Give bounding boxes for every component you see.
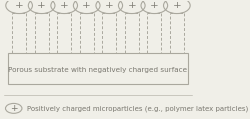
Text: +: +	[150, 1, 159, 10]
Text: +: +	[82, 1, 91, 10]
Text: +: +	[15, 1, 24, 10]
Text: +: +	[172, 1, 181, 10]
Text: +: +	[60, 1, 68, 10]
Text: Positively charged microparticles (e.g., polymer latex particles): Positively charged microparticles (e.g.,…	[27, 105, 248, 112]
Text: +: +	[10, 104, 18, 113]
Text: +: +	[37, 1, 46, 10]
Text: +: +	[128, 1, 136, 10]
Text: +: +	[105, 1, 114, 10]
Text: Porous substrate with negatively charged surface: Porous substrate with negatively charged…	[8, 67, 188, 73]
Bar	[8, 53, 188, 84]
